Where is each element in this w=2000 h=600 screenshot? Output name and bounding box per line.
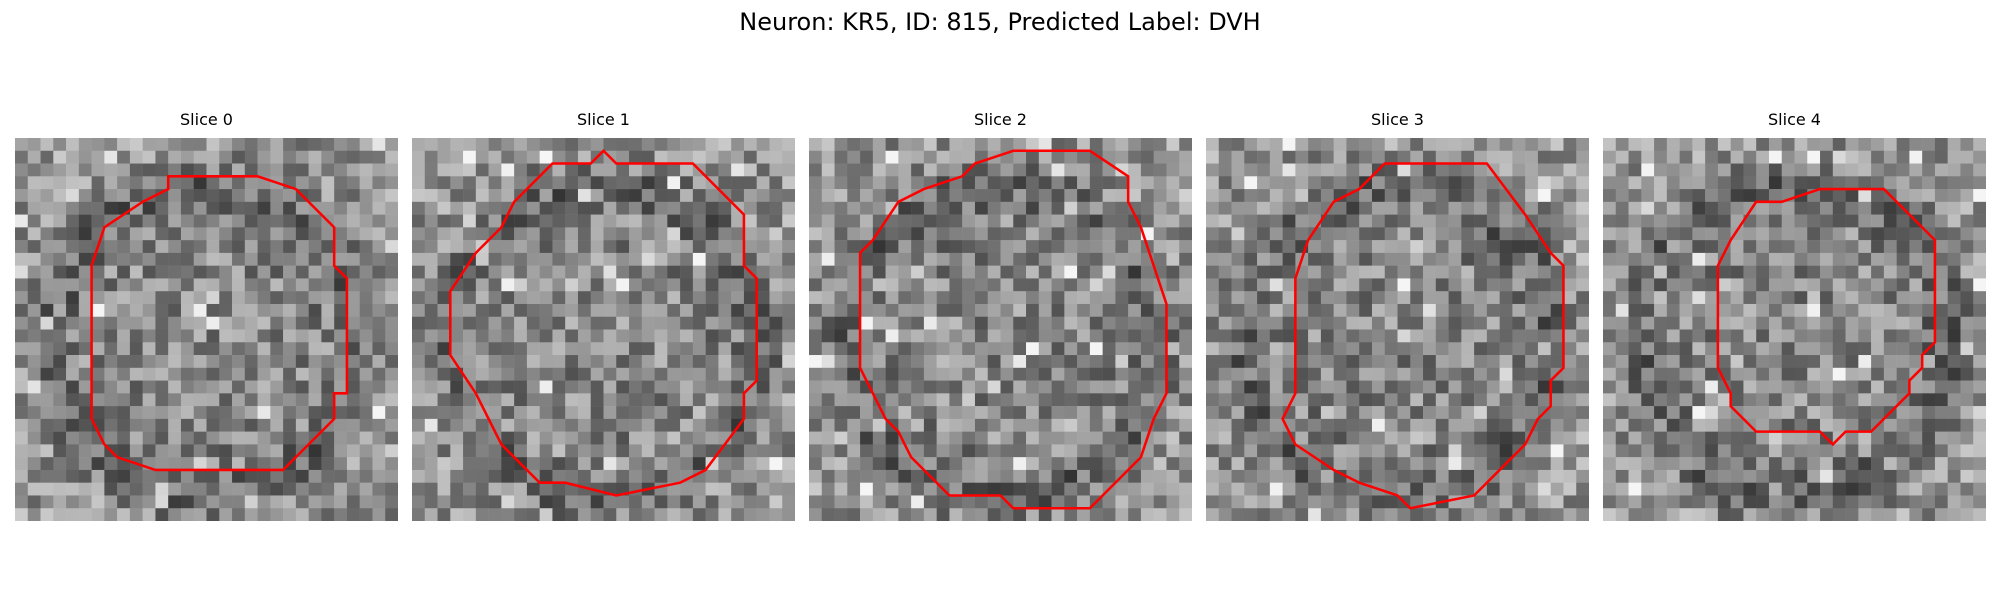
slice-panel-3: Slice 3 — [1206, 108, 1589, 521]
cell-contour — [90, 175, 349, 472]
slice-image-0 — [15, 138, 398, 521]
slice-panel-0: Slice 0 — [15, 108, 398, 521]
cell-contour — [1716, 187, 1937, 447]
slice-panel-4: Slice 4 — [1603, 108, 1986, 521]
slice-pixels — [1206, 138, 1589, 521]
slice-pixels — [809, 138, 1192, 521]
slice-pixels — [1603, 138, 1986, 521]
slice-title: Slice 4 — [1768, 110, 1821, 129]
slice-panel-2: Slice 2 — [809, 108, 1192, 521]
slice-pixels — [412, 138, 795, 521]
slice-title: Slice 0 — [180, 110, 233, 129]
slice-title: Slice 1 — [577, 110, 630, 129]
slice-pixels — [15, 138, 398, 521]
slice-image-4 — [1603, 138, 1986, 521]
slice-title: Slice 3 — [1371, 110, 1424, 129]
figure-title: Neuron: KR5, ID: 815, Predicted Label: D… — [739, 8, 1261, 36]
cell-contour — [858, 149, 1168, 510]
slice-image-2 — [809, 138, 1192, 521]
cell-contour — [449, 148, 758, 497]
cell-contour — [1281, 162, 1565, 510]
slice-image-1 — [412, 138, 795, 521]
slice-panel-1: Slice 1 — [412, 108, 795, 521]
slice-title: Slice 2 — [974, 110, 1027, 129]
slice-image-3 — [1206, 138, 1589, 521]
